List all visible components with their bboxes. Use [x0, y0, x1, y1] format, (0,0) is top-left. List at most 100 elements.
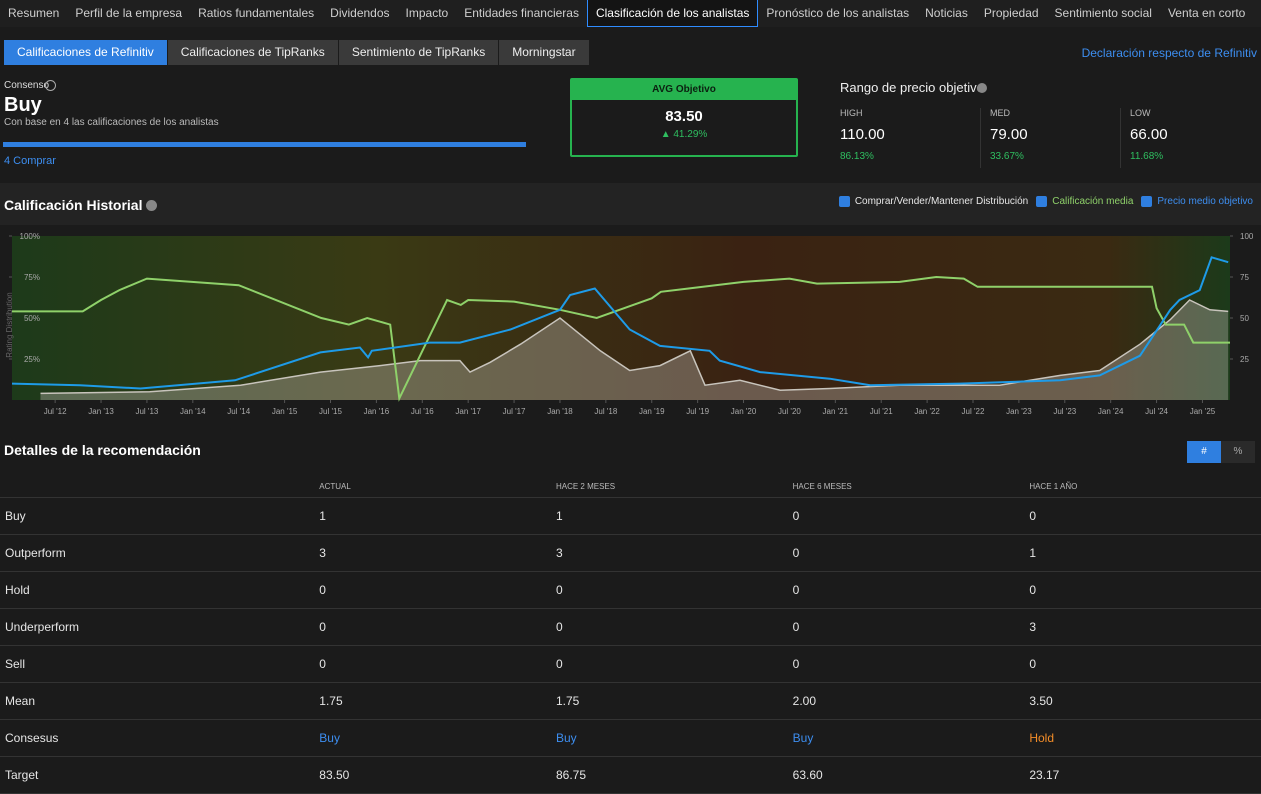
x-tick-label: Jul '14: [227, 407, 250, 416]
details-title: Detalles de la recomendación: [4, 442, 201, 458]
x-tick-label: Jul '16: [411, 407, 434, 416]
table-cell: 3: [1024, 608, 1261, 646]
history-title: Calificación Historial: [4, 197, 143, 213]
nav-tab[interactable]: EVA Equity Research: [1253, 0, 1261, 27]
consensus-cell: Hold: [1029, 731, 1054, 745]
table-cell: 2.00: [787, 682, 1025, 720]
table-cell: Sell: [0, 645, 315, 683]
table-cell: 0: [787, 645, 1025, 683]
y-axis-label: Rating Distribution: [5, 292, 14, 357]
info-icon: [45, 80, 56, 91]
consensus-cell: Buy: [555, 731, 577, 745]
price-range-item: HIGH 110.00 86.13%: [840, 108, 960, 162]
table-row: Sell 0 0 0 0: [0, 645, 1261, 683]
nav-tab[interactable]: Entidades financieras: [464, 6, 579, 20]
table-row: Buy 1 1 0 0: [0, 497, 1261, 535]
legend-checkbox[interactable]: [1141, 196, 1153, 207]
price-range-change: 33.67%: [990, 151, 1024, 162]
avg-target-change-value: 41.29%: [673, 129, 708, 140]
table-row: Consesus Buy Buy Buy Hold: [0, 719, 1261, 757]
table-cell: Consesus: [0, 719, 315, 757]
table-cell: 0: [550, 608, 788, 646]
y-tick-label: 50%: [24, 314, 40, 323]
table-cell: 3.50: [1024, 682, 1261, 720]
nav-tab[interactable]: Ratios fundamentales: [198, 6, 315, 20]
avg-target-box: AVG Objetivo 83.50 ▲ 41.29%: [570, 78, 798, 157]
table-cell: 0: [787, 608, 1025, 646]
nav-tab[interactable]: Impacto: [405, 6, 449, 20]
x-tick-label: Jul '19: [686, 407, 709, 416]
y-tick-label: 25%: [24, 355, 40, 364]
nav-tab[interactable]: Venta en corto: [1167, 6, 1246, 20]
table-cell: 0: [314, 645, 551, 683]
consensus-cell: Buy: [319, 731, 340, 745]
table-cell: Hold: [1024, 719, 1261, 757]
toggle-button[interactable]: #: [1187, 441, 1221, 463]
consensus-value: Buy: [4, 94, 42, 116]
table-cell: 0: [314, 571, 551, 609]
nav-tab[interactable]: Noticias: [925, 6, 968, 20]
disclaimer-link[interactable]: Declaración respecto de Refinitiv: [1081, 46, 1257, 60]
header-cell: HACE 2 MESES: [550, 475, 788, 498]
toggle: #%: [1187, 441, 1255, 463]
price-range-value: 66.00: [1130, 126, 1168, 143]
y2-tick-label: 50: [1240, 314, 1249, 323]
legend-checkbox[interactable]: [838, 196, 850, 207]
table-cell: 0: [1024, 497, 1261, 535]
price-range-value: 110.00: [840, 126, 885, 143]
x-tick-label: Jan '20: [731, 407, 757, 416]
avg-target-change: ▲ 41.29%: [660, 129, 708, 140]
table-cell: 0: [550, 645, 788, 683]
legend-entry: Calificación media: [1052, 196, 1134, 207]
subtab[interactable]: Calificaciones de Refinitiv: [4, 40, 167, 65]
x-tick-label: Jul '17: [503, 407, 526, 416]
table-cell: 3: [550, 534, 788, 572]
price-range-label: MED: [990, 108, 1010, 118]
info-icon: [977, 83, 987, 93]
table-cell: 0: [550, 571, 788, 609]
price-area: [40, 300, 1229, 400]
toggle-button[interactable]: %: [1221, 441, 1255, 463]
table-cell: 1: [314, 497, 551, 535]
nav-tab[interactable]: Clasificación de los analistas: [586, 0, 759, 27]
subtab[interactable]: Calificaciones de TipRanks: [167, 40, 338, 65]
nav-tab[interactable]: Pronóstico de los analistas: [766, 6, 910, 20]
avg-target-title: AVG Objetivo: [572, 80, 796, 100]
legend-checkbox[interactable]: [1036, 196, 1048, 207]
table-row: Mean 1.75 1.75 2.00 3.50: [0, 682, 1261, 720]
nav-tab[interactable]: Perfil de la empresa: [75, 6, 183, 20]
x-tick-label: Jul '18: [594, 407, 617, 416]
nav-tab[interactable]: Sentimiento social: [1054, 6, 1152, 20]
avg-target-value: 83.50: [665, 108, 703, 125]
subtabs: Calificaciones de Refinitiv Calificacione…: [4, 40, 590, 65]
subtab[interactable]: Sentimiento de TipRanks: [338, 40, 499, 65]
x-tick-label: Jan '21: [823, 407, 849, 416]
price-range-label: LOW: [1130, 108, 1151, 118]
table-cell: 0: [787, 571, 1025, 609]
table-cell: 1: [1024, 534, 1261, 572]
nav-tab[interactable]: Dividendos: [330, 6, 390, 20]
table-cell: Buy: [314, 719, 551, 757]
price-range-label: HIGH: [840, 108, 863, 118]
x-tick-label: Jan '17: [455, 407, 481, 416]
nav-tab[interactable]: Resumen: [8, 6, 60, 20]
x-tick-label: Jan '22: [914, 407, 940, 416]
history-header: Calificación Historial Comprar/Vender/Ma…: [0, 183, 1261, 225]
x-tick-label: Jan '18: [547, 407, 573, 416]
details-table: ACTUAL HACE 2 MESES HACE 6 MESES HACE 1 AÑO…: [0, 475, 1261, 794]
consensus-label: Consenso: [4, 80, 50, 91]
divider: [1120, 108, 1121, 168]
nav-tab[interactable]: Propiedad: [983, 6, 1039, 20]
table-cell: 0: [787, 497, 1025, 535]
table-cell: Hold: [0, 571, 315, 609]
header-cell: ACTUAL: [314, 475, 551, 498]
x-tick-label: Jan '23: [1006, 407, 1032, 416]
y2-tick-label: 100: [1240, 232, 1254, 241]
x-tick-label: Jul '13: [135, 407, 158, 416]
x-tick-label: Jan '25: [1190, 407, 1216, 416]
x-tick-label: Jul '24: [1145, 407, 1168, 416]
subtab[interactable]: Morningstar: [499, 40, 589, 65]
x-tick-label: Jul '21: [870, 407, 893, 416]
x-tick-label: Jan '14: [180, 407, 206, 416]
